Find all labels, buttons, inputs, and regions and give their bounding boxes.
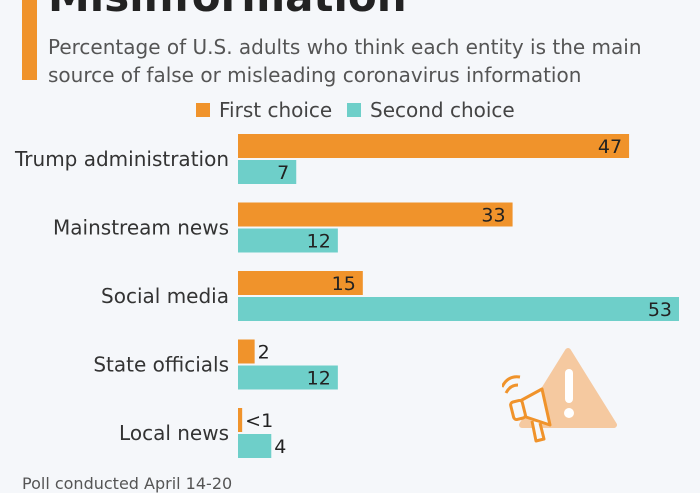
data-label: 7: [277, 162, 289, 184]
legend-swatch-first: [196, 103, 210, 117]
data-label: 2: [258, 342, 270, 364]
bar-second: [238, 365, 338, 390]
bar-first: [238, 408, 243, 432]
data-label: <1: [245, 410, 273, 432]
chart-subtitle: Percentage of U.S. adults who think each…: [48, 35, 642, 87]
legend-item-first: First choice: [196, 98, 332, 122]
legend-label-second: Second choice: [370, 98, 515, 122]
data-label: 47: [598, 136, 622, 158]
category-label: State officials: [93, 353, 229, 377]
data-label: 33: [481, 205, 505, 227]
megaphone-icon: [502, 375, 552, 443]
category-label: Local news: [119, 421, 229, 445]
bar-second: [238, 434, 272, 458]
chart-title: Misinformation: [48, 0, 407, 21]
bar-second: [238, 228, 338, 253]
data-label: 4: [274, 436, 286, 458]
legend-label-first: First choice: [219, 98, 333, 122]
title-accent-bar: [22, 0, 37, 80]
legend-swatch-second: [347, 103, 361, 117]
warning-exclamation-icon: [565, 369, 573, 403]
data-label: 12: [307, 368, 331, 390]
bar-second: [238, 297, 679, 321]
chart-legend: First choice Second choice: [0, 98, 700, 124]
data-label: 12: [307, 231, 331, 253]
legend-item-second: Second choice: [347, 98, 515, 122]
bar-first: [238, 271, 363, 295]
bar-first: [238, 339, 255, 364]
data-label: 53: [648, 299, 672, 321]
bar-first: [238, 134, 630, 158]
footer-note: Poll conducted April 14-20: [22, 474, 233, 493]
bar-first: [238, 202, 513, 227]
data-label: 15: [332, 273, 356, 295]
category-label: Mainstream news: [53, 216, 229, 240]
category-label: Trump administration: [14, 147, 229, 171]
category-label: Social media: [101, 284, 229, 308]
bar-second: [238, 160, 297, 184]
megaphone-warning-icon: [502, 348, 617, 443]
